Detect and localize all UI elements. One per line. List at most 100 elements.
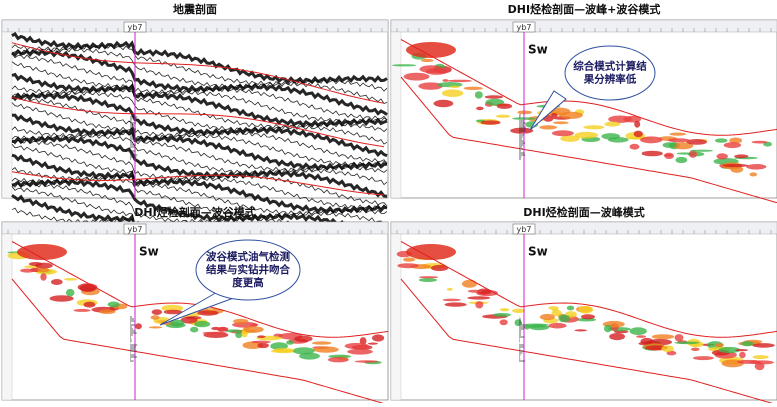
dhi-anomaly bbox=[442, 298, 461, 302]
dhi-anomaly bbox=[463, 86, 483, 91]
dhi-anomaly bbox=[574, 131, 598, 139]
dhi-anomaly bbox=[729, 137, 743, 144]
panel: 地震剖面 yb7 bbox=[1, 2, 389, 259]
dhi-anomaly bbox=[446, 288, 453, 291]
dhi-anomaly bbox=[49, 295, 74, 302]
well-tag bbox=[512, 223, 536, 235]
dhi-anomaly bbox=[735, 349, 749, 352]
panel: DHI烃检剖面—波峰模式 Sw yb7 bbox=[390, 205, 777, 406]
dhi-anomaly bbox=[634, 120, 641, 128]
dhi-anomaly bbox=[444, 302, 467, 307]
dhi-anomaly bbox=[418, 276, 439, 279]
dhi-anomaly bbox=[251, 340, 271, 344]
dhi-anomaly bbox=[185, 316, 202, 320]
dhi-anomaly bbox=[313, 346, 339, 353]
dhi-anomaly bbox=[467, 289, 483, 293]
dhi-anomaly bbox=[558, 314, 570, 323]
dhi-anomaly bbox=[485, 98, 505, 106]
dhi-anomaly bbox=[73, 308, 91, 312]
dhi-anomaly bbox=[751, 140, 768, 144]
dhi-anomaly bbox=[418, 278, 437, 282]
seismic-trace bbox=[11, 153, 388, 215]
dhi-anomaly bbox=[629, 143, 640, 150]
dhi-anomaly bbox=[475, 301, 484, 309]
dhi-anomaly bbox=[529, 324, 550, 331]
dhi-anomaly bbox=[741, 341, 754, 347]
dhi-anomaly bbox=[551, 130, 574, 137]
dhi-anomaly bbox=[524, 324, 530, 330]
dhi-anomaly bbox=[566, 305, 575, 311]
panel-title: DHI烃检剖面—波峰模式 bbox=[523, 205, 644, 219]
dhi-anomaly bbox=[496, 103, 513, 109]
dhi-anomaly bbox=[241, 330, 248, 338]
horizon bbox=[400, 278, 777, 406]
dhi-anomaly bbox=[672, 142, 694, 150]
seismic-trace bbox=[11, 134, 388, 198]
dhi-anomaly bbox=[690, 149, 713, 152]
panel: DHI烃检剖面—波峰+波谷模式 Sw yb7 bbox=[390, 2, 777, 204]
dhi-anomaly bbox=[420, 58, 434, 63]
dhi-anomaly bbox=[467, 296, 491, 300]
dhi-anomaly bbox=[495, 114, 511, 118]
dhi-anomaly bbox=[675, 156, 688, 164]
dhi-anomaly bbox=[688, 150, 697, 158]
dhi-anomaly bbox=[718, 346, 741, 354]
well-tag bbox=[512, 21, 536, 33]
dhi-anomaly bbox=[608, 137, 629, 143]
dhi-anomaly bbox=[752, 343, 775, 348]
dhi-anomaly bbox=[548, 306, 559, 310]
dhi-anomaly bbox=[539, 313, 555, 321]
dhi-anomaly bbox=[406, 42, 456, 58]
dhi-anomaly bbox=[551, 309, 562, 317]
dhi-anomaly bbox=[752, 355, 769, 360]
panel: DHI烃检剖面—波谷模式 Sw yb7 bbox=[1, 205, 389, 406]
dhi-anomaly bbox=[604, 324, 612, 333]
callout-text: 结果与实钻井吻合 bbox=[206, 263, 290, 276]
dhi-anomaly bbox=[292, 347, 315, 355]
dhi-anomaly bbox=[664, 152, 674, 159]
dhi-anomaly bbox=[63, 278, 78, 281]
dhi-anomaly bbox=[402, 257, 416, 262]
dhi-anomaly bbox=[270, 342, 288, 350]
seismic-trace bbox=[11, 133, 388, 186]
dhi-anomaly bbox=[686, 139, 708, 145]
dhi-anomaly bbox=[674, 334, 684, 342]
dhi-anomaly bbox=[474, 91, 483, 99]
dhi-anomaly bbox=[499, 308, 510, 312]
callout-tail bbox=[529, 90, 567, 131]
dhi-anomaly bbox=[354, 360, 379, 363]
dhi-anomaly bbox=[574, 329, 587, 332]
dhi-anomaly bbox=[477, 288, 492, 295]
well-name: yb7 bbox=[517, 225, 532, 234]
dhi-anomaly bbox=[294, 335, 313, 342]
dhi-anomaly bbox=[441, 89, 464, 97]
dhi-anomaly bbox=[83, 301, 96, 308]
dhi-anomaly bbox=[150, 315, 160, 320]
dhi-anomaly bbox=[299, 352, 320, 360]
horizon bbox=[11, 42, 385, 104]
well-name: yb7 bbox=[128, 225, 143, 234]
dhi-anomaly bbox=[418, 82, 443, 90]
dhi-anomaly bbox=[633, 130, 643, 138]
horizon bbox=[11, 278, 389, 406]
dhi-anomaly bbox=[202, 331, 227, 335]
callout-bubble bbox=[195, 239, 301, 301]
dhi-anomaly bbox=[651, 334, 675, 340]
dhi-anomaly bbox=[722, 163, 749, 168]
horizon bbox=[11, 171, 385, 196]
dhi-anomaly bbox=[442, 79, 449, 82]
depth-strip bbox=[1, 233, 13, 401]
dhi-anomaly bbox=[107, 301, 120, 308]
dhi-anomaly bbox=[484, 95, 504, 99]
horizon bbox=[400, 39, 777, 136]
dhi-anomaly bbox=[233, 318, 249, 324]
dhi-anomaly bbox=[17, 244, 67, 260]
dhi-anomaly bbox=[560, 135, 580, 142]
dhi-anomaly bbox=[65, 288, 75, 297]
dhi-anomaly bbox=[433, 99, 454, 108]
dhi-anomaly bbox=[163, 309, 183, 315]
dhi-anomaly bbox=[151, 309, 163, 315]
well-tag bbox=[123, 223, 147, 235]
dhi-anomaly bbox=[734, 154, 749, 159]
panel-title: DHI烃检剖面—波峰+波谷模式 bbox=[508, 2, 661, 16]
